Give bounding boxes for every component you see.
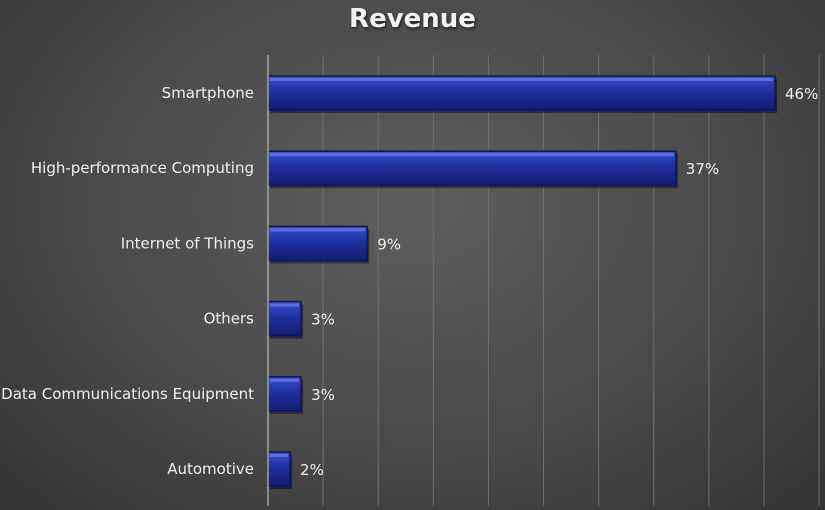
bar-others bbox=[267, 300, 302, 337]
category-label: Automotive bbox=[167, 460, 254, 478]
data-label: 46% bbox=[785, 85, 818, 103]
bar-data-communications-equipment bbox=[267, 376, 302, 412]
bar-highlight bbox=[270, 78, 773, 81]
bar-highlight bbox=[270, 454, 289, 457]
category-label: High-performance Computing bbox=[31, 159, 254, 177]
bar-highlight bbox=[270, 378, 300, 382]
category-label: Smartphone bbox=[162, 84, 254, 102]
data-label: 9% bbox=[377, 235, 401, 253]
category-label: Others bbox=[204, 310, 255, 328]
bars bbox=[267, 75, 777, 489]
data-label: 37% bbox=[686, 160, 719, 178]
bar-highlight bbox=[270, 153, 674, 157]
bar-highlight bbox=[270, 303, 300, 307]
chart-title: Revenue bbox=[349, 4, 476, 34]
labels: Smartphone 46% High-performance Computing 3… bbox=[1, 84, 818, 479]
bar-internet-of-things bbox=[267, 225, 368, 262]
data-label: 2% bbox=[300, 461, 324, 479]
bar-automotive bbox=[267, 451, 291, 487]
bar-high-performance-computing bbox=[267, 150, 677, 186]
data-label: 3% bbox=[311, 386, 335, 404]
bar-highlight bbox=[270, 228, 366, 232]
data-label: 3% bbox=[311, 311, 335, 329]
category-label: Data Communications Equipment bbox=[1, 385, 254, 403]
category-label: Internet of Things bbox=[121, 234, 254, 252]
bar-smartphone bbox=[267, 75, 776, 111]
gridlines bbox=[322, 55, 820, 506]
